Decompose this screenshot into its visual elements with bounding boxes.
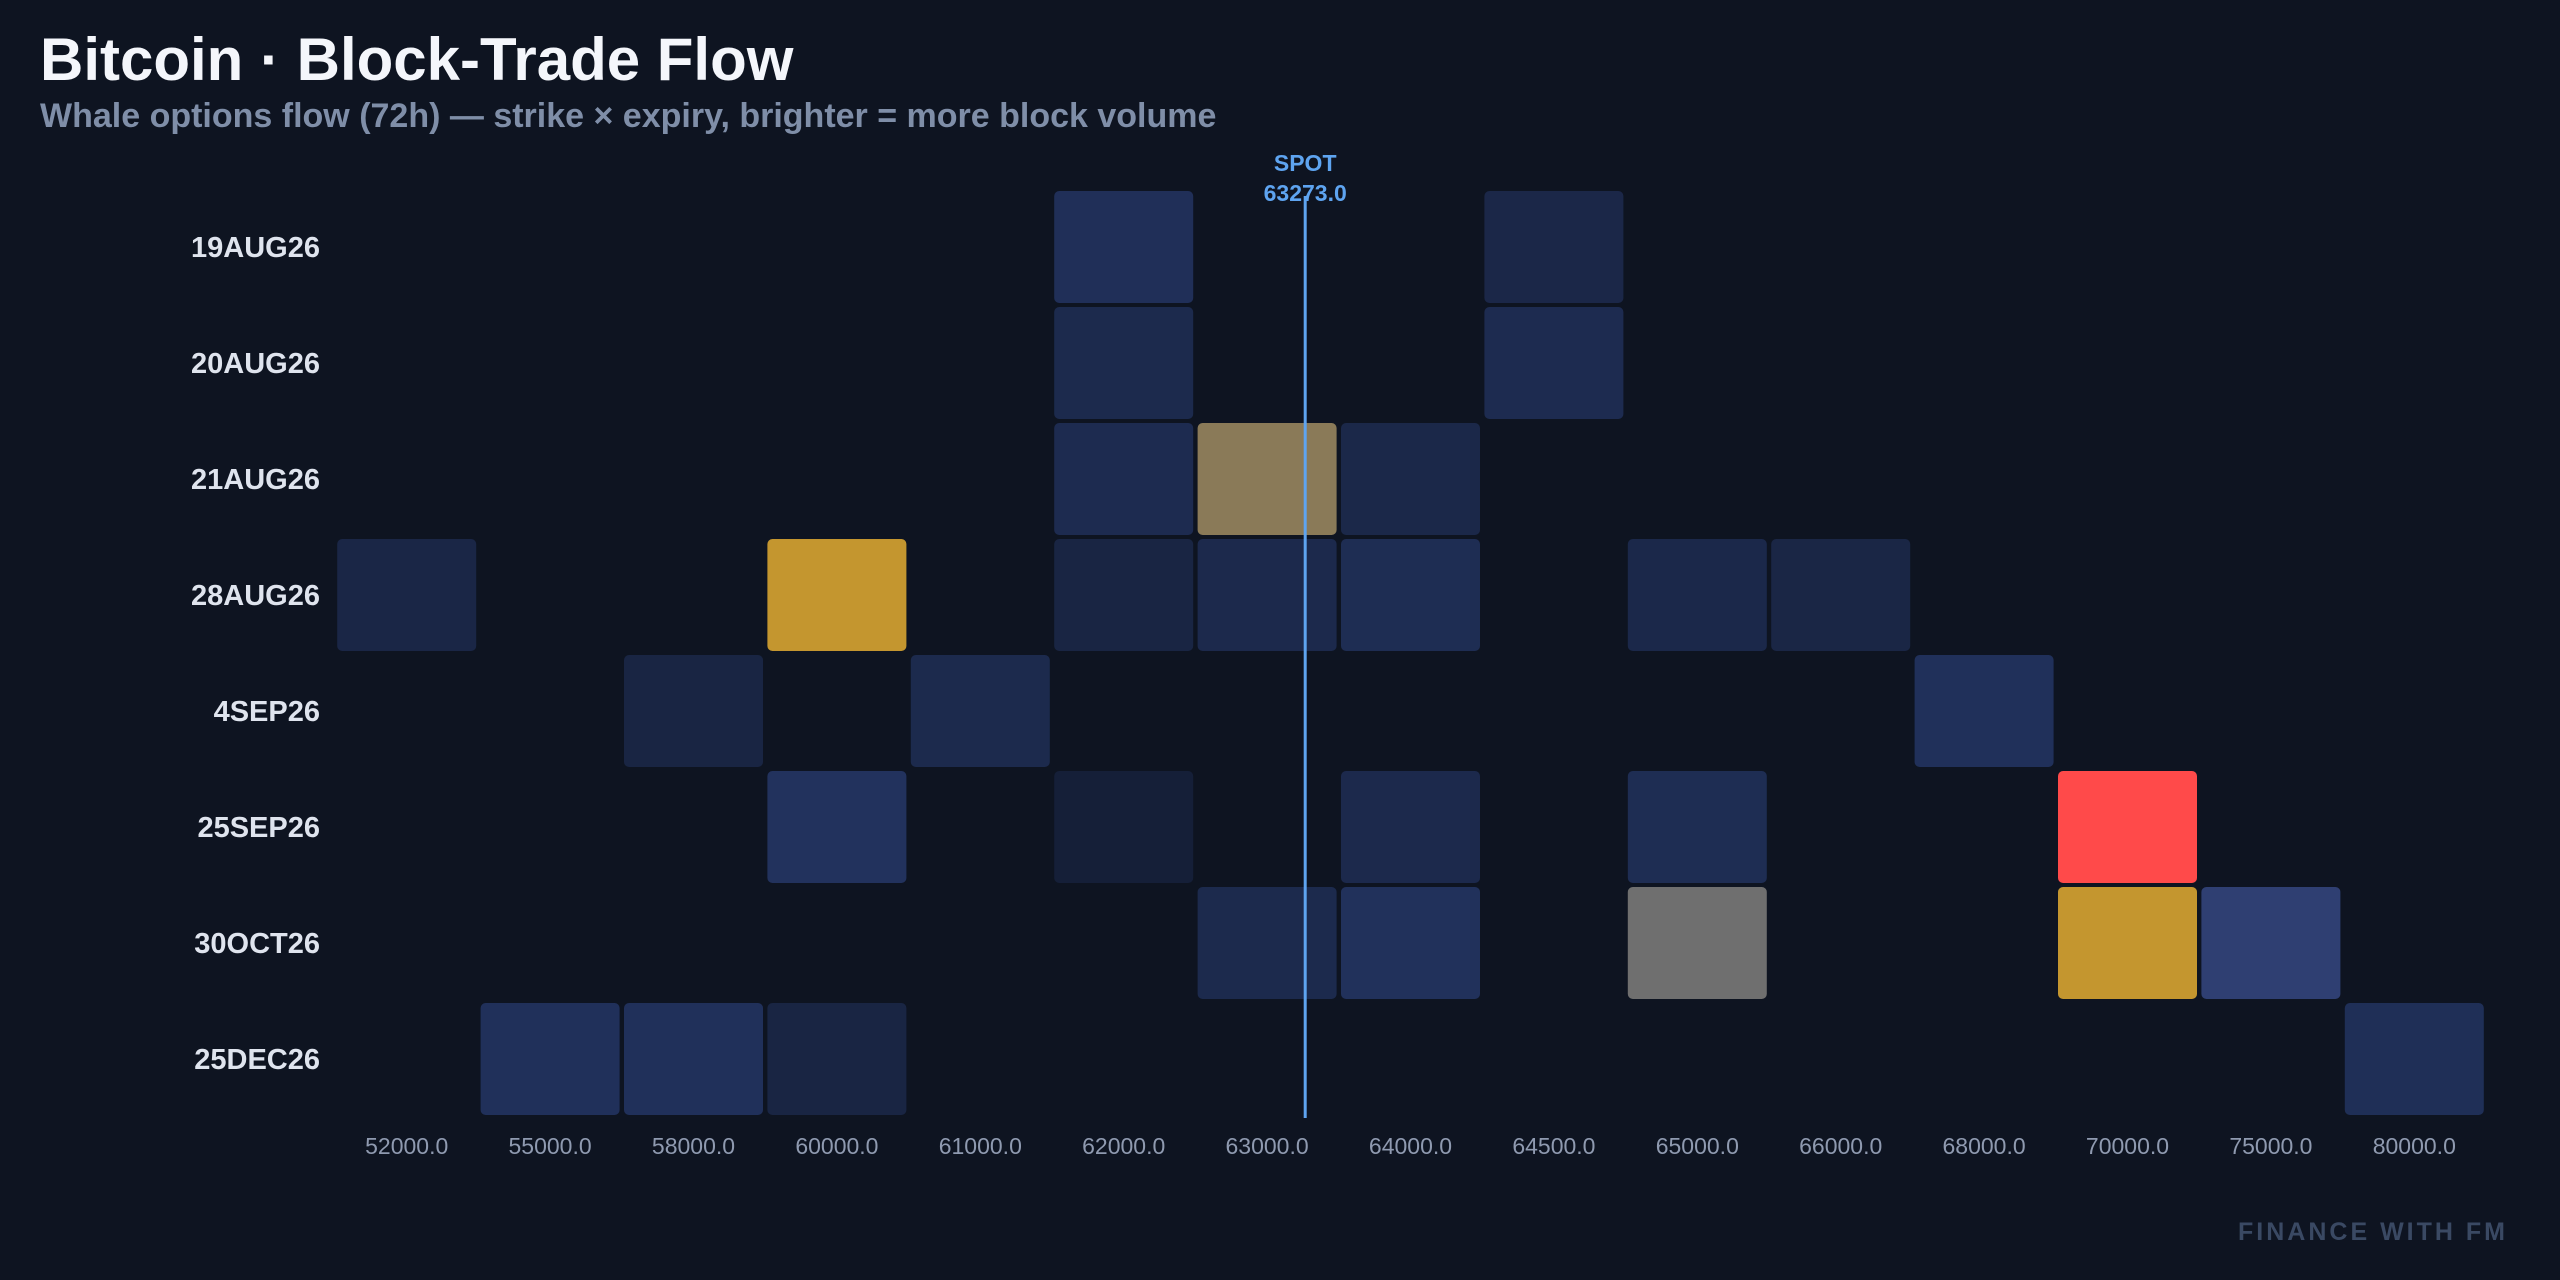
heatmap-cell-28aug26-62000	[1054, 539, 1194, 651]
heatmap-cell-19aug26-64500	[1484, 191, 1624, 303]
heatmap-cell-25sep26-70000	[2058, 771, 2197, 883]
heatmap-cell-28aug26-64000	[1341, 539, 1480, 651]
strike-label-62000: 62000.0	[1082, 1133, 1165, 1159]
heatmap-cells	[337, 191, 2484, 1115]
heatmap-cell-30oct26-70000	[2058, 887, 2197, 999]
strike-label-70000: 70000.0	[2086, 1133, 2169, 1159]
strike-label-66000: 66000.0	[1799, 1133, 1882, 1159]
strike-label-64500: 64500.0	[1512, 1133, 1595, 1159]
heatmap-cell-21aug26-62000	[1054, 423, 1194, 535]
spot-value: 63273.0	[1264, 180, 1347, 206]
strike-label-64000: 64000.0	[1369, 1133, 1452, 1159]
expiry-axis-labels: 19AUG26 20AUG26 21AUG26 28AUG26 4SEP26 25SEP2…	[191, 232, 320, 1076]
heatmap-cell-25dec26-55000	[480, 1003, 620, 1115]
strike-label-68000: 68000.0	[1943, 1133, 2026, 1159]
heatmap-cell-28aug26-65000	[1627, 539, 1767, 651]
heatmap-cell-25sep26-60000	[767, 771, 907, 883]
heatmap-cell-20aug26-64500	[1484, 307, 1624, 419]
spot-marker: SPOT 63273.0	[1264, 150, 1347, 1118]
expiry-label-21aug26: 21AUG26	[191, 464, 320, 496]
strike-label-52000: 52000.0	[365, 1133, 448, 1159]
strike-label-61000: 61000.0	[939, 1133, 1022, 1159]
chart-title: Bitcoin · Block-Trade Flow	[40, 26, 794, 93]
heatmap-cell-30oct26-63000	[1197, 887, 1337, 999]
heatmap-cell-25sep26-65000	[1627, 771, 1767, 883]
expiry-label-25sep26: 25SEP26	[197, 812, 320, 844]
heatmap-cell-4sep26-68000	[1914, 655, 2054, 767]
strike-label-55000: 55000.0	[509, 1133, 592, 1159]
strike-label-65000: 65000.0	[1656, 1133, 1739, 1159]
watermark: FINANCE WITH FM	[2238, 1218, 2508, 1246]
chart-subtitle: Whale options flow (72h) — strike × expi…	[40, 97, 1217, 135]
strike-axis-labels: 52000.0 55000.0 58000.0 60000.0 61000.0 62000…	[365, 1133, 2456, 1159]
heatmap-cell-4sep26-58000	[624, 655, 763, 767]
heatmap-cell-28aug26-63000	[1197, 539, 1337, 651]
heatmap-cell-28aug26-52000	[337, 539, 477, 651]
strike-label-60000: 60000.0	[795, 1133, 878, 1159]
spot-label: SPOT	[1274, 150, 1337, 176]
heatmap-cell-25dec26-60000	[767, 1003, 907, 1115]
heatmap-cell-20aug26-62000	[1054, 307, 1194, 419]
heatmap-cell-25sep26-62000	[1054, 771, 1194, 883]
expiry-label-4sep26: 4SEP26	[214, 696, 320, 728]
strike-label-58000: 58000.0	[652, 1133, 735, 1159]
expiry-label-28aug26: 28AUG26	[191, 580, 320, 612]
strike-label-75000: 75000.0	[2229, 1133, 2312, 1159]
heatmap-cell-30oct26-64000	[1341, 887, 1480, 999]
expiry-label-19aug26: 19AUG26	[191, 232, 320, 264]
heatmap-cell-25sep26-64000	[1341, 771, 1480, 883]
heatmap-cell-21aug26-64000	[1341, 423, 1480, 535]
expiry-label-25dec26: 25DEC26	[194, 1044, 320, 1076]
heatmap-cell-28aug26-60000	[767, 539, 907, 651]
heatmap-cell-19aug26-62000	[1054, 191, 1194, 303]
heatmap-cell-30oct26-65000	[1627, 887, 1767, 999]
heatmap-cell-30oct26-75000	[2201, 887, 2341, 999]
expiry-label-30oct26: 30OCT26	[194, 928, 320, 960]
strike-label-63000: 63000.0	[1226, 1133, 1309, 1159]
expiry-label-20aug26: 20AUG26	[191, 348, 320, 380]
heatmap-cell-28aug26-66000	[1771, 539, 1911, 651]
heatmap-cell-4sep26-61000	[910, 655, 1050, 767]
heatmap-cell-21aug26-63000	[1197, 423, 1337, 535]
strike-label-80000: 80000.0	[2373, 1133, 2456, 1159]
heatmap-cell-25dec26-80000	[2344, 1003, 2484, 1115]
heatmap-cell-25dec26-58000	[624, 1003, 763, 1115]
